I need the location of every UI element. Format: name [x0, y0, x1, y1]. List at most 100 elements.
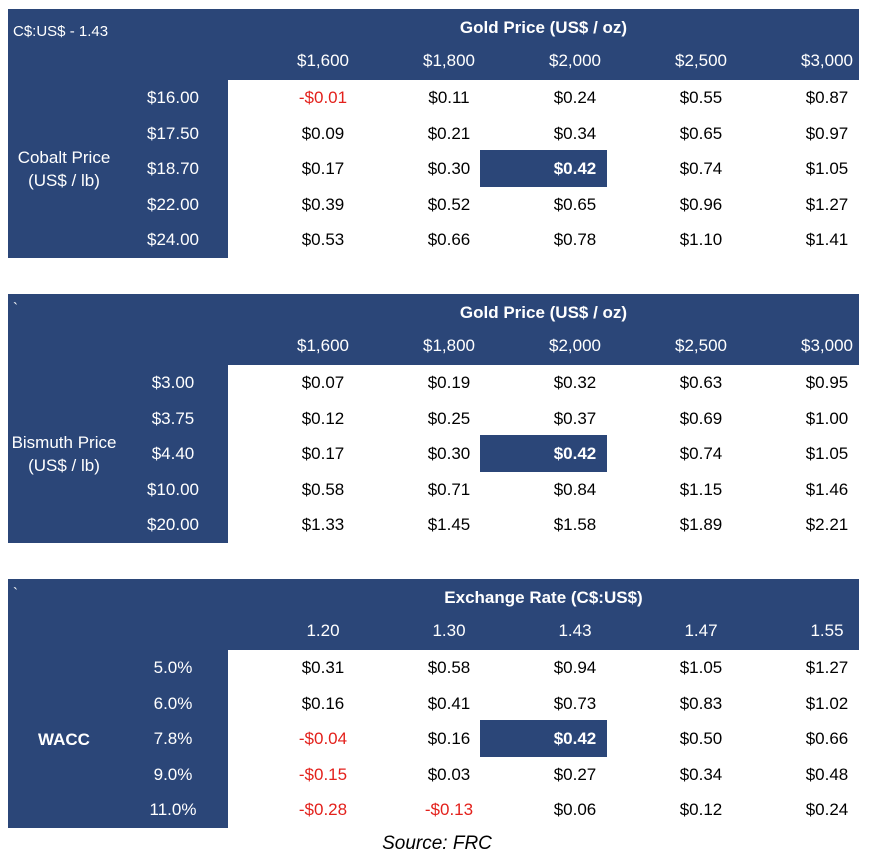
base-case-cell: $0.42	[553, 159, 597, 178]
column-header: $2,000	[549, 336, 601, 355]
table-cell: $1.05	[805, 159, 849, 178]
table-cell: $0.55	[679, 88, 723, 107]
table-cell: $0.12	[679, 800, 723, 819]
column-header: $3,000	[801, 336, 853, 355]
column-header: 1.47	[684, 621, 718, 640]
column-header: 1.30	[432, 621, 466, 640]
table-cell: $1.05	[805, 444, 849, 463]
table-cell: $0.17	[301, 444, 345, 463]
table-cell: $0.73	[553, 694, 597, 713]
table-cell: $0.41	[427, 694, 471, 713]
table-cell: $0.65	[679, 124, 723, 143]
table-header: C$:US$ - 1.43 Gold Price (US$ / oz) $1,6…	[8, 9, 859, 80]
table-cell: $0.37	[553, 409, 597, 428]
base-case-highlight	[480, 720, 607, 757]
table-cell: $1.15	[679, 480, 723, 499]
column-header: $2,000	[549, 51, 601, 70]
base-case-cell: $0.42	[553, 444, 597, 463]
table-header: ` Exchange Rate (C$:US$) 1.20 1.30 1.43 …	[8, 579, 859, 650]
table-cell: $0.78	[553, 230, 597, 249]
row-label: $22.00	[147, 195, 199, 214]
table-cell: $1.27	[805, 195, 849, 214]
table-cell: $0.84	[553, 480, 597, 499]
column-header: $1,800	[423, 51, 475, 70]
column-header: 1.20	[306, 621, 340, 640]
table-cell: $0.06	[553, 800, 597, 819]
table-cell: $1.46	[805, 480, 849, 499]
table-cell: $0.53	[301, 230, 345, 249]
row-label: 11.0%	[149, 800, 197, 819]
row-label: $17.50	[147, 124, 199, 143]
table-cell: $0.63	[679, 373, 723, 392]
table-cell: $0.24	[805, 800, 849, 819]
table-cell: $0.17	[301, 159, 345, 178]
exchange-rate-note: C$:US$ - 1.43	[13, 23, 109, 40]
table-cell: $0.71	[427, 480, 471, 499]
table-cell: $0.03	[427, 765, 471, 784]
table-cell: $0.32	[553, 373, 597, 392]
table-cell: $0.95	[805, 373, 849, 392]
table-cell: $0.19	[427, 373, 471, 392]
table-cell: -$0.28	[298, 800, 348, 819]
table-cell: $0.69	[679, 409, 723, 428]
table-cell: $1.27	[805, 658, 849, 677]
table-cell: $0.52	[427, 195, 471, 214]
row-label: $10.00	[147, 480, 199, 499]
table-cell: -$0.01	[298, 88, 348, 107]
table-cell: $0.74	[679, 159, 723, 178]
row-group-label: Bismuth Price (US$ / lb)	[11, 433, 117, 475]
table-cell: $1.05	[679, 658, 723, 677]
table-cell: $1.00	[805, 409, 849, 428]
table-cell: $0.21	[427, 124, 471, 143]
row-label: $3.75	[151, 409, 195, 428]
table-cell: $0.30	[427, 444, 471, 463]
table-cell: $1.58	[553, 515, 597, 534]
row-group-label: Cobalt Price (US$ / lb)	[17, 148, 111, 190]
column-header: $1,600	[297, 336, 349, 355]
row-label: $4.40	[151, 444, 195, 463]
table-cell: $0.74	[679, 444, 723, 463]
table-cell: $0.24	[553, 88, 597, 107]
table-cell: $0.25	[427, 409, 471, 428]
table-cell: $0.83	[679, 694, 723, 713]
row-label: 5.0%	[153, 658, 193, 677]
column-header: $2,500	[675, 51, 727, 70]
table-cell: $0.12	[301, 409, 345, 428]
row-label: $18.70	[147, 159, 199, 178]
base-case-highlight	[480, 435, 607, 472]
table-cell: -$0.13	[424, 800, 474, 819]
column-group-title: Gold Price (US$ / oz)	[459, 18, 628, 37]
table-cell: $0.30	[427, 159, 471, 178]
table-cell: $1.33	[301, 515, 345, 534]
table-cell: $0.39	[301, 195, 345, 214]
table-cell: -$0.15	[298, 765, 348, 784]
column-header: 1.43	[558, 621, 592, 640]
row-group-label: WACC	[38, 729, 90, 749]
row-label: $24.00	[147, 230, 199, 249]
row-label: 9.0%	[153, 765, 193, 784]
table-cell: $0.31	[301, 658, 345, 677]
row-label: 7.8%	[153, 729, 193, 748]
column-header: $1,600	[297, 51, 349, 70]
table-cell: $1.45	[427, 515, 471, 534]
table-cell: $0.16	[301, 694, 345, 713]
row-label: $3.00	[151, 373, 195, 392]
table-cell: $0.16	[427, 729, 471, 748]
table-cell: $1.89	[679, 515, 723, 534]
row-label: $20.00	[147, 515, 199, 534]
table-cell: $0.50	[679, 729, 723, 748]
table-cell: $0.97	[805, 124, 849, 143]
table-cell: -$0.04	[298, 729, 348, 748]
table-cell: $0.66	[805, 729, 849, 748]
corner-mark: `	[13, 300, 18, 317]
base-case-highlight	[480, 150, 607, 187]
table-cell: $0.96	[679, 195, 723, 214]
table-cell: $1.02	[805, 694, 849, 713]
base-case-cell: $0.42	[553, 729, 597, 748]
table-cell: $0.58	[427, 658, 471, 677]
table-cell: $0.58	[301, 480, 345, 499]
row-label: $16.00	[147, 88, 199, 107]
table-cell: $2.21	[805, 515, 849, 534]
column-group-title: Gold Price (US$ / oz)	[459, 303, 628, 322]
column-header: $3,000	[801, 51, 853, 70]
